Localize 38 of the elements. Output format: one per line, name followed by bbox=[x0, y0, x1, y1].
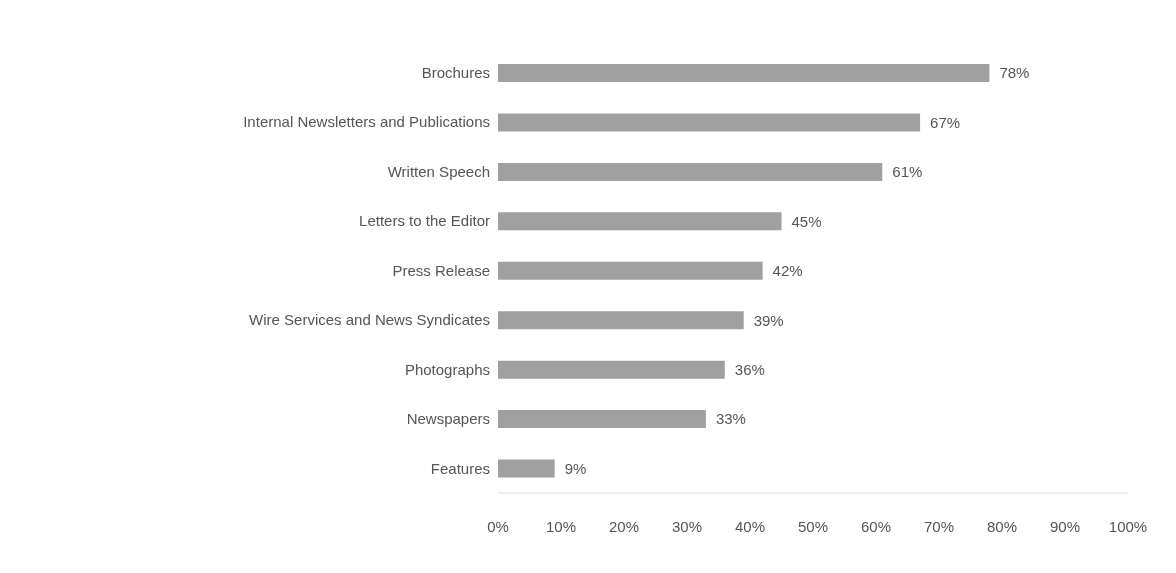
x-tick-label: 50% bbox=[797, 517, 829, 535]
bar bbox=[498, 459, 555, 478]
x-tick-label: 70% bbox=[923, 517, 955, 535]
bar bbox=[498, 64, 990, 82]
y-tick-label: Written Speech bbox=[387, 162, 490, 180]
x-tick-label: 20% bbox=[608, 517, 640, 535]
bar bbox=[498, 311, 744, 330]
y-tick-label: Press Release bbox=[392, 261, 490, 279]
x-tick-label: 40% bbox=[734, 517, 766, 535]
x-tick-label: 90% bbox=[1049, 517, 1081, 535]
y-tick-label: Brochures bbox=[421, 64, 490, 82]
bar bbox=[498, 360, 725, 379]
data-label: 61% bbox=[892, 163, 923, 181]
x-tick-label: 30% bbox=[671, 517, 703, 535]
x-tick-label: 100% bbox=[1108, 517, 1148, 535]
y-tick-label: Features bbox=[430, 459, 490, 477]
data-label: 36% bbox=[734, 360, 765, 378]
bar bbox=[498, 212, 782, 231]
bar bbox=[498, 261, 763, 280]
data-label: 42% bbox=[772, 262, 803, 280]
bar bbox=[498, 410, 706, 429]
y-tick-label: Letters to the Editor bbox=[359, 212, 490, 230]
data-label: 78% bbox=[999, 64, 1030, 82]
y-tick-label: Photographs bbox=[404, 360, 490, 378]
data-label: 39% bbox=[753, 311, 784, 329]
data-label: 33% bbox=[715, 410, 746, 428]
data-label: 67% bbox=[930, 113, 961, 131]
data-label: 9% bbox=[564, 459, 587, 477]
x-tick-label: 10% bbox=[545, 517, 577, 535]
bar bbox=[498, 113, 921, 132]
bar bbox=[498, 162, 883, 181]
x-tick-label: 60% bbox=[860, 517, 892, 535]
x-tick-label: 80% bbox=[986, 517, 1018, 535]
y-tick-label: Internal Newsletters and Publications bbox=[243, 113, 490, 131]
data-label: 45% bbox=[791, 212, 822, 230]
y-tick-label: Wire Services and News Syndicates bbox=[249, 311, 490, 329]
y-tick-label: Newspapers bbox=[406, 410, 490, 428]
x-tick-label: 0% bbox=[487, 517, 509, 535]
